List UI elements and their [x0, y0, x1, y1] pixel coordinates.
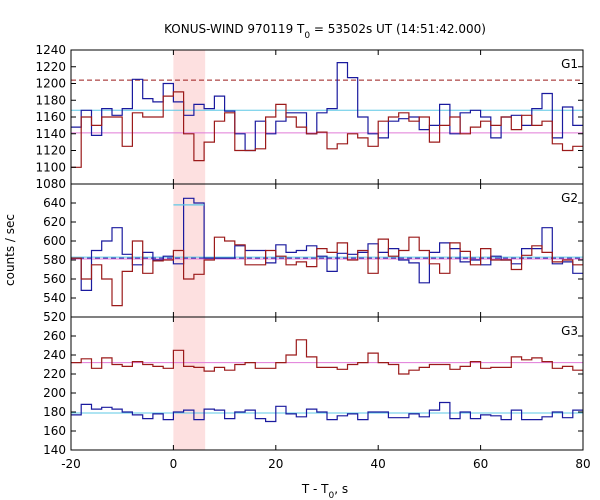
- x-tick-label: 80: [575, 457, 590, 471]
- series-line-2: [71, 401, 583, 423]
- y-tick-label: 620: [43, 215, 66, 229]
- highlight-band: [173, 50, 206, 184]
- panel-label-g3: G3: [561, 324, 578, 338]
- y-tick-label: 260: [43, 329, 66, 343]
- series-line-2: [71, 236, 583, 307]
- x-tick-label: 20: [268, 457, 283, 471]
- y-tick-label: 1180: [35, 93, 66, 107]
- panels-group: 1080 1100 1120 1140 1160 1180 1200 1220 1240 G1 52…: [35, 43, 590, 471]
- highlight-band: [173, 317, 206, 450]
- panel-g3: 140 160 180 200 220 240 260 G3: [43, 316, 584, 457]
- panel-g1: 1080 1100 1120 1140 1160 1180 1200 1220 1240 G1: [35, 43, 584, 191]
- y-tick-label: 600: [43, 234, 66, 248]
- y-tick-label: 140: [43, 443, 66, 457]
- y-tick-label: 1160: [35, 110, 66, 124]
- y-tick-label: 640: [43, 196, 66, 210]
- y-tick-label: 180: [43, 405, 66, 419]
- y-tick-label: 520: [43, 310, 66, 324]
- y-tick-label: 560: [43, 272, 66, 286]
- y-tick-label: 1240: [35, 43, 66, 57]
- x-tick-label: 60: [473, 457, 488, 471]
- y-tick-label: 1080: [35, 177, 66, 191]
- y-tick-label: 1100: [35, 160, 66, 174]
- y-tick-label: 240: [43, 348, 66, 362]
- x-tick-label: 40: [371, 457, 386, 471]
- y-axis-label: counts / sec: [3, 214, 17, 286]
- series-line-1: [71, 62, 583, 152]
- y-tick-label: 580: [43, 253, 66, 267]
- x-axis-label: T - T0, s: [301, 482, 348, 500]
- series-line-1: [71, 339, 583, 375]
- y-tick-label: 1140: [35, 127, 66, 141]
- panel-label-g2: G2: [561, 191, 578, 205]
- y-tick-label: 1220: [35, 60, 66, 74]
- y-tick-label: 1200: [35, 77, 66, 91]
- series-line-2: [71, 91, 583, 168]
- y-tick-label: 540: [43, 291, 66, 305]
- y-tick-label: 200: [43, 386, 66, 400]
- y-tick-label: 220: [43, 367, 66, 381]
- y-tick-label: 160: [43, 424, 66, 438]
- x-tick-label: -20: [61, 457, 81, 471]
- x-tick-label: 0: [170, 457, 178, 471]
- y-tick-label: 1120: [35, 144, 66, 158]
- panel-g2: 520 540 560 580 600 620 640 G2: [43, 183, 584, 324]
- series-line-1: [71, 197, 583, 291]
- panel-frame: [70, 316, 584, 451]
- panel-label-g1: G1: [561, 57, 578, 71]
- chart-title: KONUS-WIND 970119 T0 = 53502s UT (14:51:…: [164, 22, 486, 41]
